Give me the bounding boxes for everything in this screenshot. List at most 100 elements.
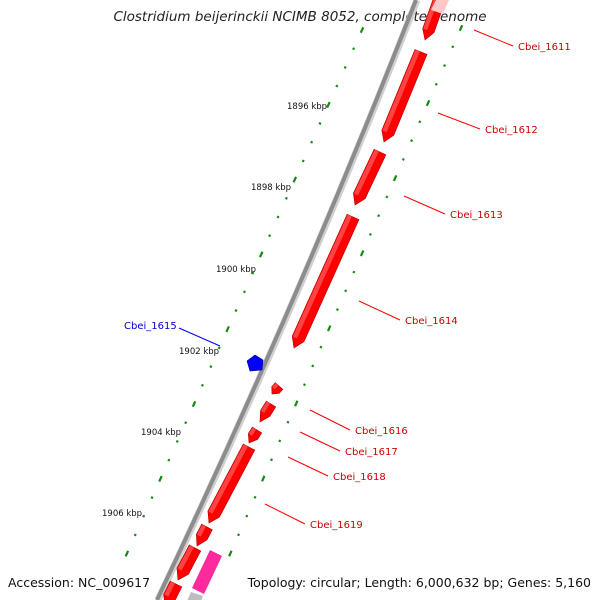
gene-arrow-cbei-1619 (207, 443, 256, 524)
gene-arrow-cbei-1616 (271, 382, 284, 395)
outer-scale-tick (335, 308, 339, 312)
inner-scale-tick (200, 383, 204, 387)
gene-arrow-cbei-1617-highlight (260, 401, 271, 413)
gene-arrow-cbei-1612 (381, 49, 428, 143)
gene-arrow-bottom-b (176, 544, 202, 581)
inner-scale-tick (234, 309, 238, 312)
leader-line-cbei-1618 (287, 456, 329, 477)
gene-label-cbei-1618: Cbei_1618 (333, 472, 386, 483)
leader-line-cbei-1619 (264, 503, 306, 525)
outer-scale-tick (434, 82, 438, 86)
scale-label: 1904 kbp (141, 428, 181, 438)
inner-scale-tick (191, 400, 197, 408)
outer-scale-tick (228, 550, 233, 557)
gene-label-cbei-1611: Cbei_1611 (518, 42, 571, 53)
gene-arrow-partial (431, 0, 449, 14)
scale-label: 1896 kbp (287, 102, 327, 112)
scale-label: 1900 kbp (216, 265, 256, 275)
outer-scale-tick (303, 383, 306, 387)
inner-scale-tick (268, 234, 272, 238)
outer-scale-tick (270, 458, 273, 462)
inner-scale-tick (217, 346, 221, 350)
inner-scale-tick (326, 101, 331, 108)
outer-scale-tick (278, 439, 282, 443)
outer-scale-tick (418, 120, 422, 124)
inner-scale-tick (292, 176, 298, 183)
outer-scale-tick (286, 420, 290, 424)
inner-scale-tick (318, 122, 322, 125)
inner-scale-tick (343, 65, 347, 69)
leader-line-cbei-1616 (309, 409, 351, 431)
inner-scale-tick (276, 215, 280, 219)
outer-scale-tick (377, 214, 381, 218)
outer-scale-tick (410, 139, 414, 143)
gene-arrow-cbei-1613 (353, 148, 387, 206)
inner-scale-tick (133, 533, 137, 537)
gene-arrow-cbei-1618-highlight (248, 427, 257, 436)
inner-scale-tick (158, 475, 163, 483)
outer-scale-tick (458, 24, 464, 32)
gene-features-group (163, 0, 449, 600)
backbone-group (154, 0, 421, 600)
inner-scale-tick (167, 458, 171, 462)
gene-arrow-bottom-a-highlight (196, 524, 206, 537)
outer-scale-tick (319, 345, 323, 349)
inner-scale-tick (175, 439, 179, 443)
inner-scale-tick (284, 196, 288, 200)
backbone-line (155, 0, 418, 600)
gene-label-cbei-1613: Cbei_1613 (450, 210, 503, 221)
gene-label-cbei-1617: Cbei_1617 (345, 447, 398, 458)
inner-scale-tick (359, 26, 365, 34)
leader-line-cbei-1615 (178, 327, 221, 347)
gene-arrow-cbei-1616-highlight (272, 383, 279, 390)
leader-line-cbei-1612 (437, 112, 481, 130)
scale-label: 1906 kbp (102, 509, 142, 519)
inner-scale-tick (184, 421, 188, 425)
scale-labels-group: 1896 kbp 1898 kbp 1900 kbp 1902 kbp 1904 kbp… (102, 102, 327, 519)
inner-scale-tick (310, 140, 314, 144)
gene-arrow-bottom-b-highlight (177, 545, 194, 571)
gene-arrow-cbei-1614 (291, 213, 360, 349)
leader-line-cbei-1614 (358, 300, 401, 321)
inner-scale-tick (242, 290, 246, 294)
gene-label-cbei-1614: Cbei_1614 (405, 316, 458, 327)
accession-text: Accession: NC_009617 (8, 575, 151, 590)
gene-label-cbei-1616: Cbei_1616 (355, 426, 408, 437)
other-feature-pink (192, 550, 222, 594)
outer-scale-tick (311, 364, 315, 368)
gene-arrow-cbei-1613-highlight (353, 149, 379, 196)
gene-labels-group: Cbei_1611 Cbei_1612 Cbei_1613 Cbei_1614 Cbei… (124, 29, 571, 531)
outer-scale-tick (425, 99, 431, 107)
outer-scale-tick (385, 195, 389, 199)
outer-scale-tick (261, 475, 266, 482)
outer-scale-tick (443, 64, 446, 67)
leader-line-cbei-1613 (403, 195, 446, 215)
outer-scale-tick (326, 325, 332, 332)
outer-scale-tick (245, 514, 249, 518)
scale-label: 1902 kbp (179, 347, 219, 357)
outer-scale-tick (352, 270, 356, 274)
inner-scale-tick (142, 514, 146, 518)
outer-scale-tick (401, 157, 405, 161)
inner-scale-tick (352, 47, 356, 51)
inner-scale-tick (335, 84, 339, 88)
outer-scale-tick (368, 233, 372, 236)
genome-summary-text: Topology: circular; Length: 6,000,632 bp… (247, 575, 591, 590)
inner-scale-tick (301, 159, 305, 163)
inner-scale-tick (258, 251, 264, 258)
outer-scale-tick (359, 250, 365, 257)
leader-line-cbei-1611 (473, 29, 514, 47)
map-title: Clostridium beijerinckii NCIMB 8052, com… (113, 9, 487, 25)
inner-scale-tick (150, 496, 154, 499)
gene-label-cbei-1619: Cbei_1619 (310, 520, 363, 531)
inner-scale-tick (225, 326, 230, 333)
inner-scale-tick (209, 365, 213, 369)
inner-scale-tick (251, 271, 255, 275)
gene-arrow-cbei-1615 (246, 354, 264, 372)
gene-label-cbei-1612: Cbei_1612 (485, 125, 538, 136)
gene-arrow-cbei-1614-highlight (292, 214, 352, 339)
inner-scale-tick (124, 550, 130, 557)
gene-arrow-cbei-1619-highlight (208, 444, 248, 514)
